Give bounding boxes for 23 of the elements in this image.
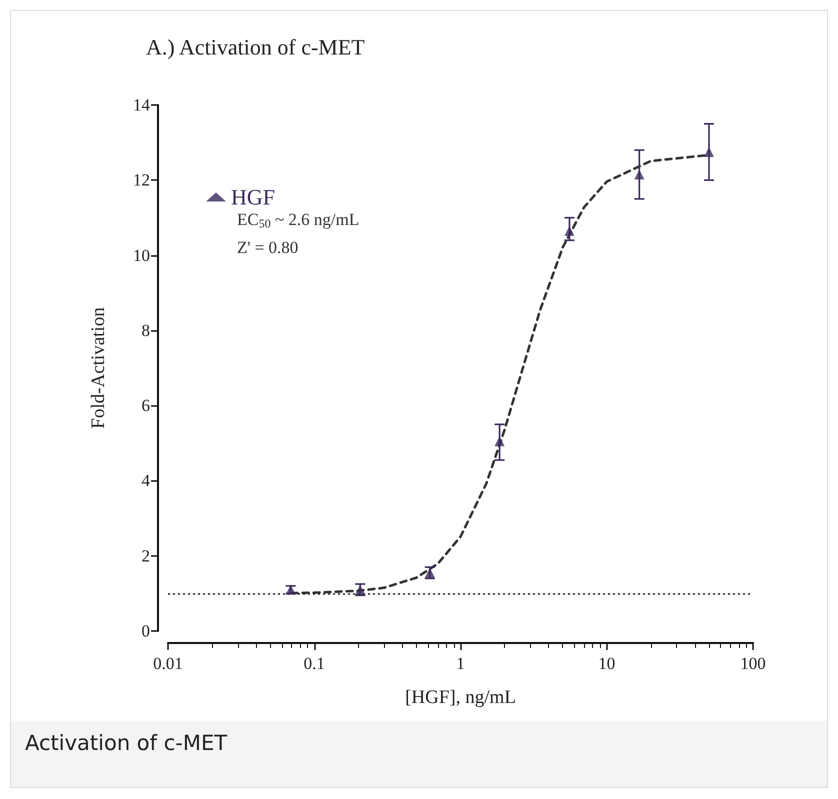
y-tick-label: 6 <box>142 396 150 416</box>
y-axis-title: Fold-Activation <box>88 306 109 429</box>
text: Activation of c-MET <box>25 731 228 755</box>
y-tick-label: 0 <box>142 622 150 640</box>
point <box>634 170 644 180</box>
x-tick-label: 0.01 <box>153 654 183 673</box>
x-tick-label: 100 <box>740 654 766 673</box>
y-tick-label: 2 <box>142 546 150 566</box>
x-tick-label: 0.1 <box>304 654 325 673</box>
point <box>494 436 505 446</box>
y-tick-label: 8 <box>142 320 150 340</box>
y-tick-label: 10 <box>133 246 150 265</box>
x-tick-label: 10 <box>598 654 616 673</box>
x-tick-label: 1 <box>456 654 465 673</box>
chart-title: A.) Activation of c-MET <box>146 34 366 60</box>
y-tick-label: 4 <box>142 471 150 490</box>
y-tick-label: 14 <box>133 96 150 114</box>
legend-label: HGF <box>231 184 276 210</box>
point <box>704 146 714 157</box>
y-tick-label: 12 <box>133 170 150 190</box>
annotation: Z' = 0.80 <box>237 238 298 257</box>
x-axis-title: [HGF], ng/mL <box>405 687 516 708</box>
point <box>564 226 574 236</box>
